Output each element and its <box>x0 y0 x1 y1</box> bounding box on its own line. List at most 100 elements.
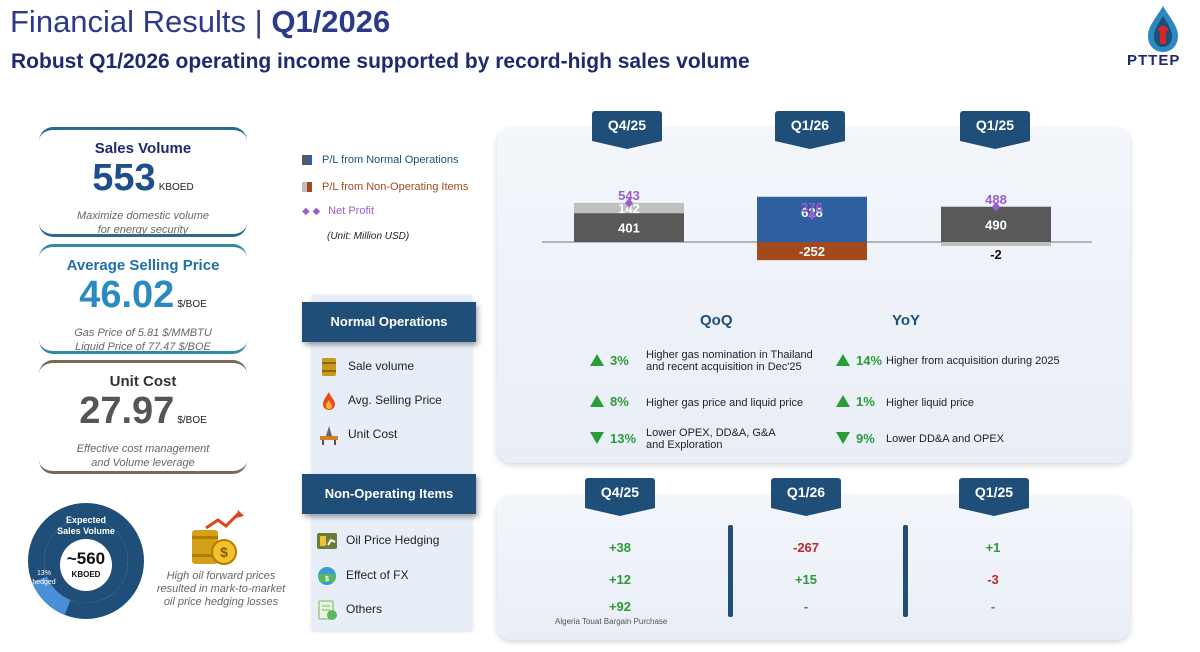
kpi-unit-cost: Unit Cost 27.97 $/BOE Effective cost mana… <box>39 360 247 474</box>
qoq-cost-desc: Lower OPEX, DD&A, G&A and Exploration <box>646 427 776 451</box>
normal-operations-header: Normal Operations <box>302 302 476 342</box>
list-item-avg-selling-price: Avg. Selling Price <box>318 390 442 412</box>
kpi-value: 553 KBOED <box>92 157 194 199</box>
qoq-price-pct: 8% <box>590 394 629 409</box>
title-period: Q1/2026 <box>271 4 391 39</box>
fx-q126: +15 <box>794 572 818 587</box>
non-operating-items-header: Non-Operating Items <box>302 474 476 514</box>
kpi-title: Sales Volume <box>94 140 192 157</box>
qoq-title: QoQ <box>700 312 733 329</box>
bar-normal-label-2: 490 <box>985 217 1007 232</box>
bar-normal-0 <box>574 213 684 242</box>
bar-nonop-2 <box>941 242 1051 246</box>
bar-nonop-1 <box>757 242 867 261</box>
hedging-q126: -267 <box>792 540 820 555</box>
oil-barrel-icon <box>322 358 336 376</box>
svg-text:$: $ <box>220 544 228 560</box>
yoy-price-desc: Higher liquid price <box>886 397 975 409</box>
kpi-note: Maximize domestic volume <box>76 210 210 222</box>
svg-text:$: $ <box>325 576 329 583</box>
kpi-note: Effective cost management <box>76 443 210 455</box>
up-arrow-icon <box>836 354 850 366</box>
column-divider <box>728 525 733 617</box>
yoy-cost-desc: Lower DD&A and OPEX <box>886 433 1005 445</box>
kpi-note: Liquid Price of 77.47 $/BOE <box>75 341 211 353</box>
hedged-label: hedged <box>32 579 55 586</box>
kpi-average-selling-price: Average Selling Price 46.02 $/BOE Gas Pri… <box>39 244 247 354</box>
hedging-note: High oil forward prices resulted in mark… <box>156 570 286 608</box>
tab-q126: Q1/26 <box>775 111 845 149</box>
tab-nonop-q425: Q4/25 <box>585 478 655 516</box>
expected-label1: Expected <box>66 515 106 525</box>
others-q425: +92 <box>608 599 632 614</box>
others-footnote: Algeria Touat Bargain Purchase <box>555 617 668 626</box>
others-q125: - <box>990 599 996 614</box>
oil-barrel-chart-icon: $ <box>192 510 244 565</box>
qoq-cost-pct: 13% <box>590 431 636 446</box>
others-icon <box>318 600 337 620</box>
kpi-sales-volume: Sales Volume 553 KBOED Maximize domestic … <box>39 127 247 237</box>
net-profit-marker-0 <box>625 197 633 208</box>
net-profit-label-0: 543 <box>618 188 640 203</box>
kpi-title: Average Selling Price <box>66 257 220 274</box>
bar-normal-label-0: 401 <box>618 221 640 236</box>
bar-nonop-label-2: -2 <box>990 247 1002 262</box>
items-panel <box>312 295 472 630</box>
bar-nonop-0 <box>574 202 684 214</box>
bar-nonop-label-0: 142 <box>618 201 640 216</box>
yoy-title: YoY <box>892 312 921 329</box>
list-item-sale-volume: Sale volume <box>318 356 414 378</box>
kpi-title: Unit Cost <box>109 373 177 390</box>
bar-normal-2 <box>941 206 1051 242</box>
bar-nonop-label-1: -252 <box>799 244 825 259</box>
net-profit-label-2: 488 <box>985 192 1007 207</box>
logo-text: PTTEP <box>1127 52 1181 69</box>
expected-unit: KBOED <box>72 570 101 579</box>
yoy-price-pct: 1% <box>836 394 875 409</box>
legend-net: ◆ ◆ Net Profit <box>302 205 375 217</box>
hedged-pct: 13% <box>37 570 51 577</box>
list-item-oil-price-hedging: Oil Price Hedging <box>316 530 439 552</box>
tab-nonop-q125: Q1/25 <box>959 478 1029 516</box>
fx-q125: -3 <box>987 572 999 587</box>
tab-q125: Q1/25 <box>960 111 1030 149</box>
legend-swatch-normal <box>302 155 312 166</box>
qoq-sale-volume-pct: 3% <box>590 353 629 368</box>
up-arrow-icon <box>590 395 604 407</box>
kpi-note: Gas Price of 5.81 $/MMBTU <box>74 327 212 339</box>
net-profit-label-1: 376 <box>801 200 823 215</box>
page-subtitle: Robust Q1/2026 operating income supporte… <box>11 50 750 73</box>
hedging-q125: +1 <box>985 540 1001 555</box>
column-divider <box>903 525 908 617</box>
expected-value: ~560 <box>67 549 105 568</box>
down-arrow-icon <box>590 432 604 444</box>
yoy-sale-volume-pct: 14% <box>836 353 882 368</box>
list-item-others: Others <box>316 599 382 621</box>
legend-normal: P/L from Normal Operations <box>302 154 459 166</box>
flame-icon <box>323 392 335 410</box>
hedging-icon <box>317 533 337 549</box>
expected-volume-donut: Expected Sales Volume ~560 KBOED 13% hed… <box>28 503 144 619</box>
down-arrow-icon <box>836 432 850 444</box>
tab-nonop-q126: Q1/26 <box>771 478 841 516</box>
hedged-segment <box>32 576 71 615</box>
qoq-sale-volume-desc: Higher gas nomination in Thailand and rec… <box>646 349 813 373</box>
legend-nonop: P/L from Non-Operating Items <box>302 181 468 193</box>
hedging-q425: +38 <box>608 540 632 555</box>
yoy-sale-volume-desc: Higher from acquisition during 2025 <box>886 355 1060 367</box>
legend-diamond-icon: ◆ ◆ <box>302 206 321 217</box>
legend-swatch-nonop <box>302 182 312 193</box>
title-prefix: Financial Results | <box>10 4 272 39</box>
net-profit-marker-2 <box>992 201 1000 212</box>
pttep-logo-icon <box>1148 6 1178 52</box>
others-q126: - <box>803 599 809 614</box>
kpi-note: and Volume leverage <box>91 457 195 469</box>
fx-icon: $ <box>318 567 336 585</box>
unit-note: (Unit: Million USD) <box>327 231 410 242</box>
kpi-note: for energy security <box>97 224 189 236</box>
list-item-effect-of-fx: $ Effect of FX <box>316 565 408 587</box>
up-arrow-icon <box>590 354 604 366</box>
donut-ring <box>28 503 144 619</box>
